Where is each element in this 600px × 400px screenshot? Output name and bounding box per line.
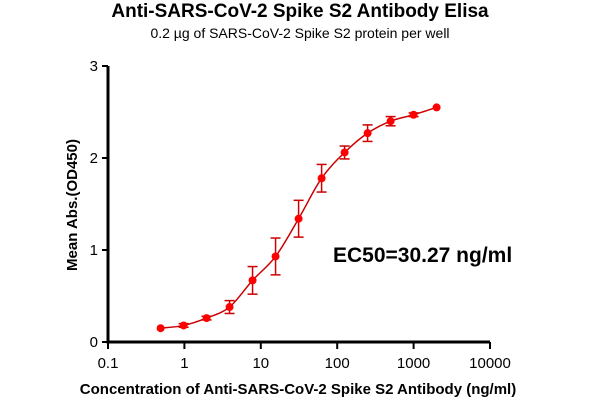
- x-tick-label: 0.1: [98, 355, 119, 372]
- y-tick-label: 0: [90, 334, 98, 351]
- x-tick-label: 10000: [469, 355, 511, 372]
- y-tick-label: 3: [90, 58, 98, 75]
- data-point: [271, 252, 280, 261]
- ec50-annotation: EC50=30.27 ng/ml: [333, 244, 512, 267]
- data-point: [179, 321, 188, 330]
- y-axis-label: Mean Abs.(OD450): [64, 139, 81, 271]
- x-tick-label: 10: [252, 355, 269, 372]
- x-axis-label: Concentration of Anti-SARS-CoV-2 Spike S…: [80, 381, 516, 398]
- x-tick-label: 1: [180, 355, 188, 372]
- data-point: [225, 303, 234, 312]
- y-tick-label: 1: [90, 242, 98, 259]
- data-point: [409, 110, 418, 119]
- y-tick-label: 2: [90, 150, 98, 167]
- data-point: [294, 214, 303, 223]
- chart-title: Anti-SARS-CoV-2 Spike S2 Antibody Elisa: [111, 1, 489, 22]
- data-point: [432, 103, 441, 112]
- data-point: [363, 129, 372, 138]
- x-tick-label: 100: [325, 355, 350, 372]
- data-point: [340, 148, 349, 157]
- data-point: [317, 174, 326, 183]
- data-point: [156, 324, 165, 333]
- data-points: [156, 103, 441, 333]
- chart-subtitle: 0.2 µg of SARS-CoV-2 Spike S2 protein pe…: [150, 25, 450, 41]
- axes: 0 1 2 3 0.1 1 10 100 1000 10000: [90, 58, 511, 372]
- data-point: [386, 117, 395, 126]
- x-tick-label: 1000: [397, 355, 430, 372]
- data-point: [248, 276, 257, 285]
- data-point: [202, 314, 211, 323]
